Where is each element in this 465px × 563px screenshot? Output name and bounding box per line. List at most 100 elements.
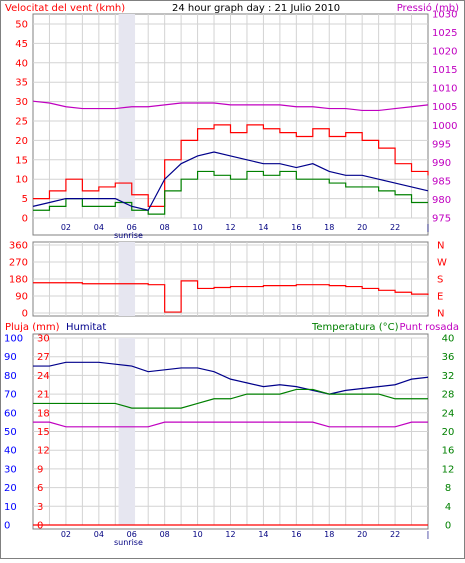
- humidity-y-tick-70: 70: [4, 390, 17, 401]
- rain-y-tick-24: 24: [37, 371, 50, 382]
- rain-y-tick-30: 30: [37, 334, 50, 345]
- wind-y-tick-25: 25: [15, 117, 28, 128]
- wind-panel-ticks: 0510152025303540455097598098599099510001…: [15, 10, 457, 241]
- temp-series-0: [33, 361, 429, 395]
- dewpoint-title: Punt rosada: [400, 322, 459, 333]
- direction-y-tick-180: 180: [9, 275, 28, 286]
- wind-x-tick-06: 06: [127, 223, 137, 232]
- wind-y-tick-30: 30: [15, 97, 28, 108]
- humidity-y-tick-80: 80: [4, 371, 17, 382]
- temp-panel-ticks: 0369121518212427300102030405060708090100…: [4, 334, 454, 548]
- direction-series-0: [33, 280, 429, 313]
- temperature-title: Temperatura (°C): [311, 322, 399, 333]
- temp-y-tick-4: 4: [445, 502, 451, 513]
- wind-x-tick-02: 02: [61, 223, 71, 232]
- temperature-humidity-panel: 0369121518212427300102030405060708090100…: [4, 333, 454, 548]
- rain-y-tick-27: 27: [37, 352, 50, 363]
- wind-panel-sunrise-band: [118, 14, 136, 218]
- direction-panel-series: [33, 280, 429, 313]
- temp-y-tick-8: 8: [445, 483, 451, 494]
- wind-y-tick-40: 40: [15, 58, 28, 69]
- temp-y-tick-16: 16: [442, 446, 455, 457]
- direction-compass-3: E: [437, 292, 443, 303]
- wind-y-tick-35: 35: [15, 78, 28, 89]
- direction-sunrise-band: [118, 242, 136, 316]
- rain-title: Pluja (mm): [5, 322, 60, 333]
- temp-panel-sunrise-band: [118, 338, 136, 525]
- temp-x-tick-02: 02: [61, 530, 71, 539]
- wind-series-3: [32, 100, 429, 112]
- temp-x-tick-20: 20: [357, 530, 367, 539]
- direction-panel-sunrise-band: [118, 242, 136, 316]
- pressure-y-tick-1025: 1025: [432, 28, 457, 39]
- temp-panel-grid: [33, 337, 428, 526]
- temp-x-tick-04: 04: [94, 530, 104, 539]
- direction-compass-1: W: [437, 258, 447, 269]
- wind-title: Velocitat del vent (kmh): [5, 3, 125, 14]
- temp-x-tick-08: 08: [160, 530, 170, 539]
- wind-panel-grid: [33, 14, 428, 219]
- temp-sunrise-band: [118, 338, 136, 525]
- pressure-title: Pressió (mb): [397, 2, 459, 14]
- humidity-y-tick-40: 40: [4, 446, 17, 457]
- temp-y-tick-20: 20: [442, 427, 455, 438]
- wind-y-tick-5: 5: [22, 194, 28, 205]
- pressure-y-tick-995: 995: [432, 139, 451, 150]
- temp-y-tick-28: 28: [442, 390, 455, 401]
- wind-x-tick-16: 16: [291, 223, 301, 232]
- pressure-y-tick-1020: 1020: [432, 47, 457, 58]
- direction-y-tick-0: 0: [22, 309, 28, 320]
- temp-x-tick-18: 18: [324, 530, 334, 539]
- temp-series-1: [33, 388, 428, 409]
- temp-y-tick-12: 12: [442, 464, 455, 475]
- graph-title: 24 hour graph day : 21 Julio 2010: [172, 3, 340, 14]
- temp-sunrise-label: sunrise: [114, 538, 143, 547]
- direction-y-tick-90: 90: [15, 292, 28, 303]
- wind-x-tick-18: 18: [324, 223, 334, 232]
- pressure-y-tick-1005: 1005: [432, 102, 457, 113]
- temp-x-tick-14: 14: [258, 530, 268, 539]
- rain-y-tick-12: 12: [37, 446, 50, 457]
- humidity-y-tick-100: 100: [4, 334, 23, 345]
- wind-x-tick-04: 04: [94, 223, 104, 232]
- wind-sunrise-band: [118, 14, 136, 218]
- humidity-y-tick-20: 20: [4, 483, 17, 494]
- rain-y-tick-21: 21: [37, 390, 50, 401]
- wind-y-tick-10: 10: [15, 175, 28, 186]
- wind-panel-series: [32, 100, 429, 215]
- pressure-y-tick-975: 975: [432, 214, 451, 225]
- wind-x-tick-22: 22: [390, 223, 400, 232]
- wind-y-tick-50: 50: [15, 20, 28, 31]
- temp-x-tick-22: 22: [390, 530, 400, 539]
- temp-x-tick-16: 16: [291, 530, 301, 539]
- temp-x-tick-10: 10: [192, 530, 202, 539]
- humidity-y-tick-90: 90: [4, 352, 17, 363]
- temp-y-tick-0: 0: [445, 521, 451, 532]
- temp-y-tick-32: 32: [442, 371, 455, 382]
- wind-y-tick-20: 20: [15, 136, 28, 147]
- wind-y-tick-15: 15: [15, 155, 28, 166]
- temp-y-tick-40: 40: [442, 334, 455, 345]
- rain-y-tick-18: 18: [37, 408, 50, 419]
- temp-x-tick-end: |: [427, 530, 430, 539]
- temp-y-tick-36: 36: [442, 352, 455, 363]
- pressure-y-tick-1010: 1010: [432, 84, 457, 95]
- wind-y-tick-0: 0: [22, 214, 28, 225]
- wind-series-0: [33, 124, 429, 207]
- direction-compass-0: N: [437, 241, 444, 252]
- rain-y-tick-3: 3: [37, 502, 43, 513]
- pressure-y-tick-1000: 1000: [432, 121, 457, 132]
- wind-pressure-panel: 0510152025303540455097598098599099510001…: [15, 10, 457, 241]
- pressure-y-tick-990: 990: [432, 158, 451, 169]
- pressure-y-tick-1015: 1015: [432, 65, 457, 76]
- wind-x-tick-20: 20: [357, 223, 367, 232]
- wind-y-tick-45: 45: [15, 39, 28, 50]
- wind-x-tick-12: 12: [225, 223, 235, 232]
- wind-series-2: [32, 151, 429, 211]
- humidity-y-tick-60: 60: [4, 408, 17, 419]
- humidity-y-tick-50: 50: [4, 427, 17, 438]
- wind-x-tick-14: 14: [258, 223, 268, 232]
- rain-y-tick-6: 6: [37, 483, 43, 494]
